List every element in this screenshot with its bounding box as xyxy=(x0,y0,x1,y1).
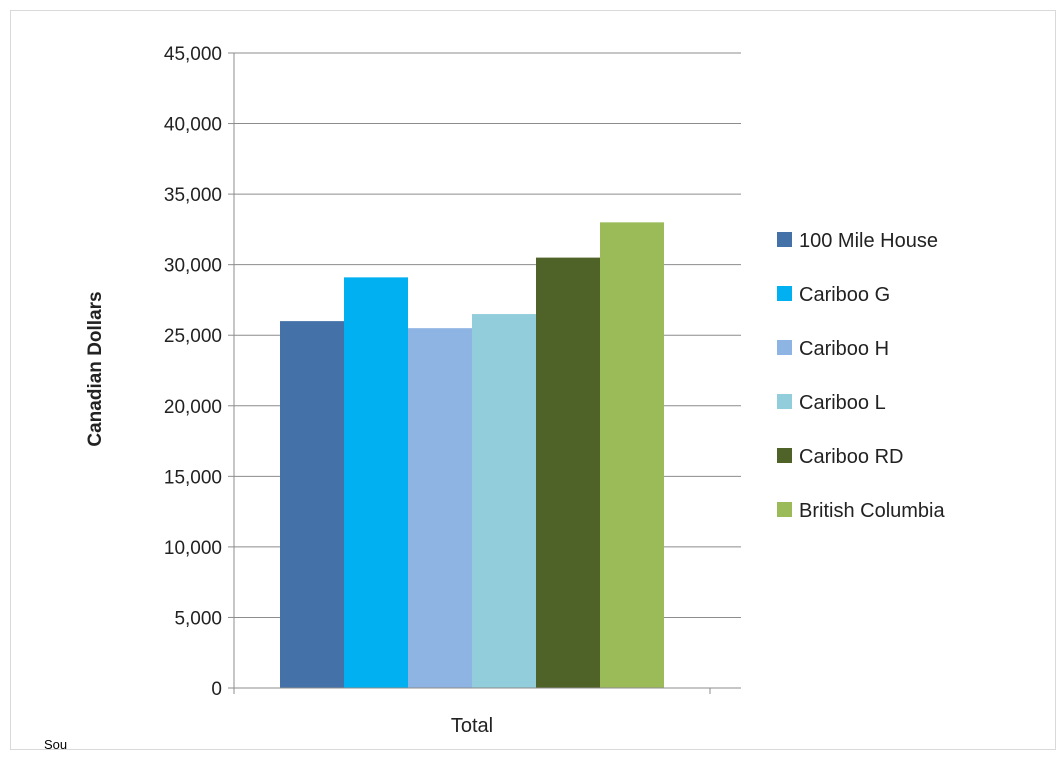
y-tick-label: 5,000 xyxy=(174,608,222,629)
bar-chart: 0 5,000 10,000 15,000 20,000 25,000 30,000 35,0… xyxy=(85,44,945,737)
y-tick-label: 10,000 xyxy=(164,538,222,559)
y-axis-title: Canadian Dollars xyxy=(85,291,106,446)
legend-label: Cariboo RD xyxy=(799,446,903,468)
y-tick-label: 35,000 xyxy=(164,185,222,206)
legend-label: 100 Mile House xyxy=(799,230,938,252)
y-tick-label: 20,000 xyxy=(164,397,222,418)
legend-label: Cariboo H xyxy=(799,338,889,360)
y-tick-label: 15,000 xyxy=(164,467,222,488)
legend-swatch xyxy=(777,502,792,517)
bar-cariboo-g xyxy=(344,277,408,688)
chart-frame: 0 5,000 10,000 15,000 20,000 25,000 30,000 35,0… xyxy=(10,10,1056,752)
legend-swatch xyxy=(777,448,792,463)
y-tick-label: 0 xyxy=(211,679,222,700)
y-tick-label: 30,000 xyxy=(164,256,222,277)
y-tick-label: 45,000 xyxy=(164,44,222,65)
bar-100-mile-house xyxy=(280,321,344,688)
legend-label: Cariboo L xyxy=(799,392,886,414)
y-tick-label: 25,000 xyxy=(164,326,222,347)
legend-label: Cariboo G xyxy=(799,284,890,306)
bar-cariboo-rd xyxy=(536,257,600,688)
bar-cariboo-l xyxy=(472,314,536,688)
legend-swatch xyxy=(777,394,792,409)
bar-cariboo-h xyxy=(408,328,472,688)
bar-british-columbia xyxy=(600,222,664,689)
legend-label: British Columbia xyxy=(799,500,945,522)
legend-swatch xyxy=(777,286,792,301)
legend-swatch xyxy=(777,340,792,355)
source-note: Sou xyxy=(44,737,68,752)
x-category-label: Total xyxy=(451,715,493,737)
y-tick-label: 40,000 xyxy=(164,115,222,136)
legend-swatch xyxy=(777,232,792,247)
